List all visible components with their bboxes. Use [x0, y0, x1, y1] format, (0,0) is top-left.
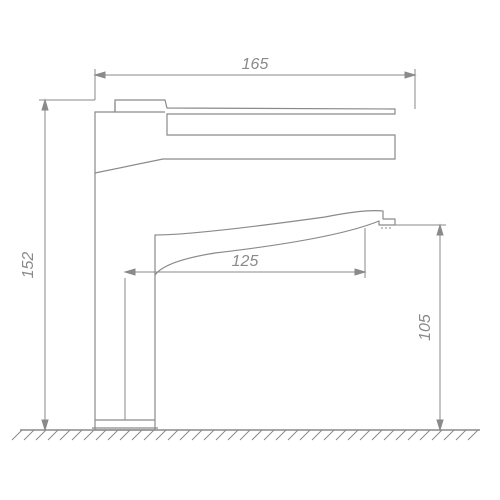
dim-width-mid: 125: [232, 253, 259, 270]
handle-outline: [95, 100, 395, 173]
technical-drawing: 165 125 152 105: [0, 0, 500, 500]
dim-height-left: 152: [20, 252, 37, 279]
dim-height-right: 105: [417, 314, 434, 341]
dim-width-top: 165: [242, 56, 269, 73]
faucet-outline: [95, 173, 395, 430]
